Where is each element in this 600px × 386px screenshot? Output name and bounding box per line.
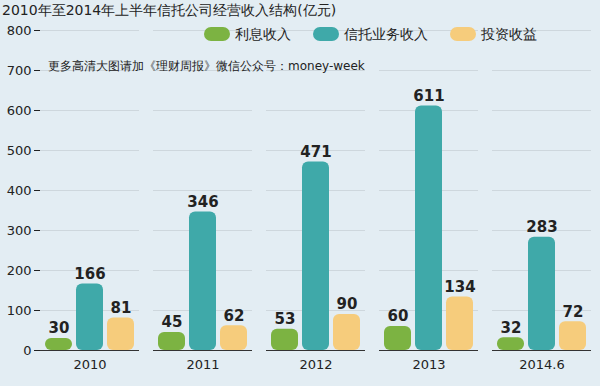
html-text:投资收益: 投资收益 bbox=[480, 26, 537, 42]
svg-text:2010: 2010 bbox=[73, 357, 106, 372]
svg-text:611: 611 bbox=[413, 87, 444, 105]
svg-text:62: 62 bbox=[224, 307, 245, 325]
svg-text:45: 45 bbox=[162, 313, 183, 331]
svg-text:72: 72 bbox=[563, 303, 584, 321]
svg-text:600: 600 bbox=[7, 103, 32, 118]
svg-text:32: 32 bbox=[501, 319, 522, 337]
svg-text:30: 30 bbox=[49, 319, 70, 337]
svg-text:200: 200 bbox=[7, 263, 32, 278]
svg-text:166: 166 bbox=[74, 265, 105, 283]
svg-text:81: 81 bbox=[111, 299, 132, 317]
svg-text:500: 500 bbox=[7, 143, 32, 158]
svg-text:300: 300 bbox=[7, 223, 32, 238]
svg-text:134: 134 bbox=[444, 278, 475, 296]
svg-text:100: 100 bbox=[7, 303, 32, 318]
svg-text:53: 53 bbox=[275, 310, 296, 328]
svg-text:800: 800 bbox=[7, 23, 32, 38]
html-text:信托业务收入: 信托业务收入 bbox=[343, 26, 428, 42]
svg-text:700: 700 bbox=[7, 63, 32, 78]
html-text:更多高清大图请加《理财周报》微信公众号：money-week: 更多高清大图请加《理财周报》微信公众号：money-week bbox=[48, 59, 365, 73]
svg-text:400: 400 bbox=[7, 183, 32, 198]
html-text:2010年至2014年上半年信托公司经营收入结构(亿元): 2010年至2014年上半年信托公司经营收入结构(亿元) bbox=[2, 2, 337, 18]
svg-text:60: 60 bbox=[388, 307, 409, 325]
svg-text:2013: 2013 bbox=[412, 357, 445, 372]
svg-text:0: 0 bbox=[23, 343, 31, 358]
html-text:利息收入: 利息收入 bbox=[234, 26, 291, 42]
svg-text:2011: 2011 bbox=[186, 357, 219, 372]
svg-text:2014.6: 2014.6 bbox=[519, 357, 565, 372]
svg-text:346: 346 bbox=[187, 193, 218, 211]
svg-text:283: 283 bbox=[526, 218, 557, 236]
svg-text:471: 471 bbox=[300, 143, 331, 161]
svg-text:2012: 2012 bbox=[299, 357, 332, 372]
svg-text:90: 90 bbox=[337, 295, 358, 313]
